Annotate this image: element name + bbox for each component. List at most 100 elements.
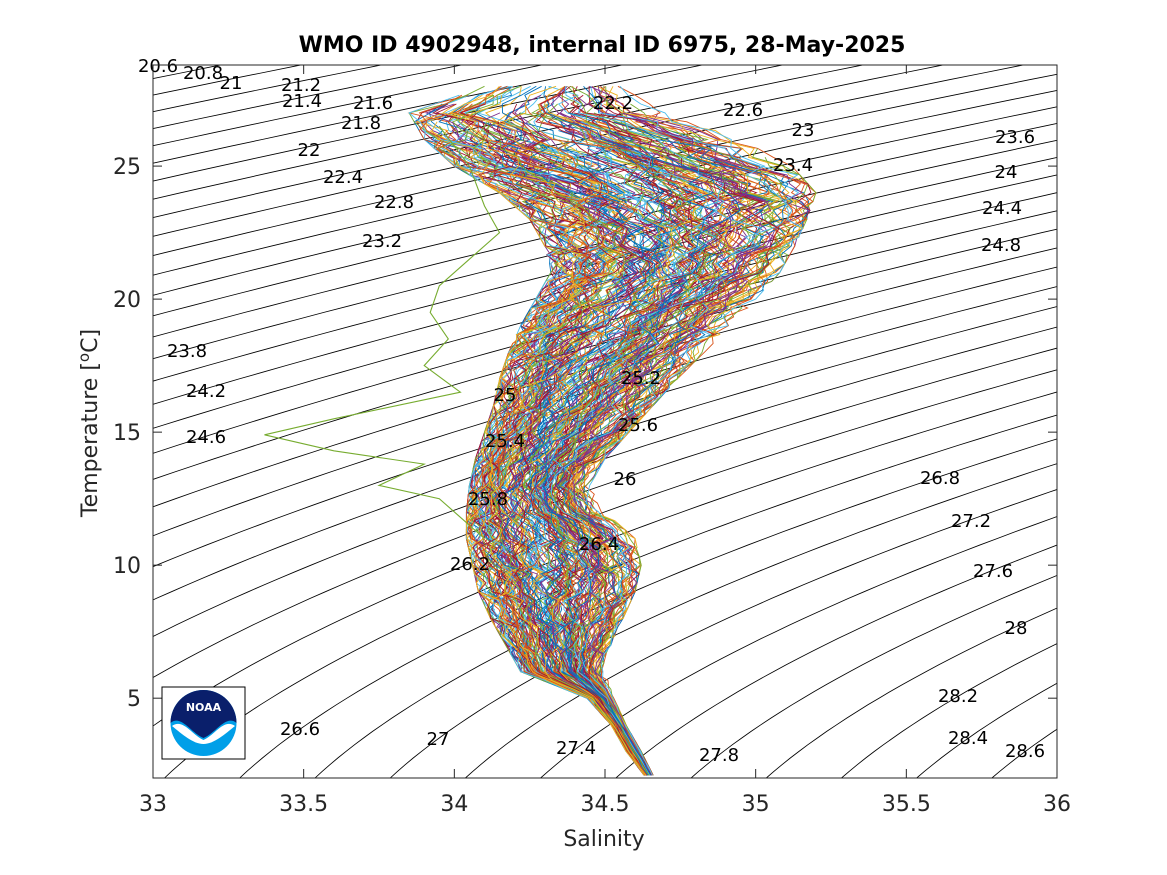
density-contour-line: [615, 544, 1057, 778]
contour-label: 24.6: [186, 427, 226, 448]
outlier-profile-line: [264, 125, 501, 540]
contour-label: 25: [494, 385, 517, 406]
density-contour-line: [840, 643, 1057, 778]
density-contour-line: [0, 33, 60, 791]
contour-label: 26.6: [280, 719, 320, 740]
x-tick-label: 33.5: [279, 792, 328, 817]
contour-label: 24: [995, 162, 1018, 183]
density-contour-line: [153, 210, 1057, 454]
contour-label: 27.8: [699, 745, 739, 766]
contour-label: 24.2: [186, 381, 226, 402]
contour-label: 24.8: [981, 235, 1021, 256]
profile-line: [534, 147, 763, 776]
density-contour-line: [153, 123, 1057, 338]
contour-label: 27: [427, 729, 450, 750]
noaa-logo-wave-icon: [172, 723, 235, 744]
chart-title: WMO ID 4902948, internal ID 6975, 28-May…: [299, 33, 906, 58]
density-contour-line: [1127, 33, 1167, 791]
profile-line: [501, 85, 675, 776]
contour-label: 28.2: [938, 686, 978, 707]
profile-line: [511, 130, 689, 776]
contour-label: 26.2: [450, 554, 490, 575]
contour-label: 23.8: [167, 341, 207, 362]
profile-line: [418, 94, 647, 776]
density-contour-line: [0, 33, 221, 791]
profile-line: [557, 139, 789, 776]
noaa-logo-bird-icon: [170, 690, 237, 738]
contour-label: 23.4: [773, 155, 813, 176]
profile-line: [562, 156, 794, 776]
profile-line: [498, 121, 647, 776]
profile-line: [539, 94, 716, 776]
contour-label: 21.2: [281, 75, 321, 96]
x-axis: 33 33.5 34 34.5 35 35.5 36: [139, 65, 1071, 817]
contour-label: 26.8: [920, 468, 960, 489]
profile-line: [550, 94, 726, 776]
density-contour-line: [153, 65, 1026, 256]
density-contour-labels: 20.6 20.821 21.221.4 21.621.8 22 22.2 22.4 22.6…: [138, 56, 1045, 766]
y-tick-label: 15: [113, 421, 141, 446]
contour-label: 22.6: [723, 100, 763, 121]
profile-line: [462, 95, 647, 776]
profile-line: [534, 139, 687, 776]
contour-label: 28.4: [948, 728, 988, 749]
contour-label: 25.6: [618, 415, 658, 436]
density-contour-line: [153, 65, 705, 182]
y-axis-label: Temperature [oC]: [75, 329, 103, 518]
profile-line: [551, 86, 725, 776]
contour-label: 28: [1005, 618, 1028, 639]
density-contour-line: [0, 33, 141, 791]
density-contour-line: [153, 139, 1057, 360]
density-contour-line: [464, 489, 1057, 778]
contour-label: 23.6: [995, 127, 1035, 148]
profile-line: [530, 85, 723, 776]
y-axis-label-main: Temperature [: [78, 362, 103, 518]
density-contour-line: [163, 391, 1057, 778]
profile-line: [433, 139, 647, 776]
density-contour-line: [153, 65, 625, 164]
profile-line: [534, 121, 723, 776]
profile-line: [534, 112, 741, 776]
profile-line: [448, 86, 647, 776]
profile-line: [454, 103, 648, 776]
profile-line: [480, 121, 647, 776]
x-tick-label: 34: [440, 792, 468, 817]
profile-line: [408, 94, 646, 776]
contour-label: 20.6: [138, 56, 178, 77]
contour-label: 23: [792, 120, 815, 141]
contour-label: 27.6: [973, 561, 1013, 582]
contour-label: 22.2: [593, 93, 633, 114]
profile-line: [453, 112, 651, 776]
density-contour-line: [153, 228, 1057, 480]
contour-label: 28.6: [1005, 741, 1045, 762]
profile-line: [580, 148, 817, 776]
contour-label: 21: [220, 73, 243, 94]
profile-line: [452, 85, 646, 776]
x-tick-label: 33: [139, 792, 167, 817]
profile-line: [527, 85, 732, 776]
profile-line: [546, 130, 776, 776]
density-contour-line: [153, 106, 1057, 317]
contour-label: 22.4: [323, 167, 363, 188]
contour-label: 27.2: [951, 511, 991, 532]
contour-label: 27.4: [556, 738, 596, 759]
profile-line: [519, 112, 685, 776]
profile-line: [457, 85, 646, 776]
profile-line: [445, 148, 645, 776]
contour-label: 22.8: [374, 192, 414, 213]
contour-label: 21.6: [353, 93, 393, 114]
contour-label: 21.8: [341, 113, 381, 134]
x-tick-label: 34.5: [581, 792, 630, 817]
float-profiles: [264, 85, 817, 776]
contour-label: 26.4: [579, 534, 619, 555]
y-axis-label-tail: C]: [78, 329, 103, 353]
contour-label: 25.4: [485, 431, 525, 452]
profile-line: [544, 86, 772, 776]
profile-line: [431, 121, 647, 776]
density-contour-line: [690, 575, 1057, 778]
density-contour-line: [153, 157, 1057, 382]
profile-line: [556, 95, 780, 776]
contour-label: 21.4: [282, 91, 322, 112]
density-contour-line: [153, 369, 1057, 727]
density-contour-line: [153, 65, 223, 80]
